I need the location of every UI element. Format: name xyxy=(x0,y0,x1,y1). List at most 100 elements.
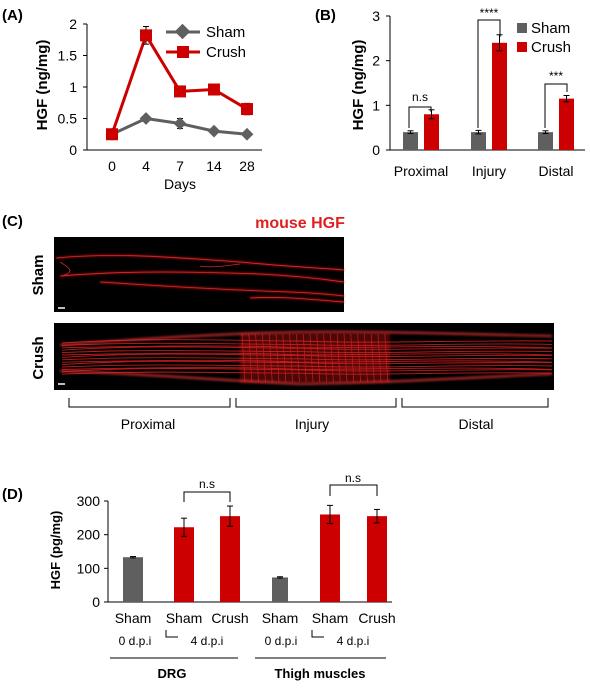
panel-c: (C) mouse HGF Sham Crush xyxy=(2,213,554,432)
d-bar xyxy=(320,514,340,602)
d-xtick-label: Crush xyxy=(211,610,248,626)
b-ytick-label: 1 xyxy=(372,97,380,113)
a-point-sham xyxy=(207,124,221,138)
micrograph-sham xyxy=(54,237,345,312)
sig-thigh: n.s xyxy=(345,471,361,485)
panel-a-ylabel: HGF (ng/mg) xyxy=(34,40,51,131)
crush-injury-streak xyxy=(343,333,348,383)
region-label-injury: Injury xyxy=(295,416,329,432)
bracket-region-distal xyxy=(401,398,549,408)
sig-distal: *** xyxy=(549,69,563,83)
sig-proximal: n.s xyxy=(412,90,428,104)
crush-fiber xyxy=(61,371,553,375)
crush-fiber xyxy=(61,368,553,373)
d-xtick-label: Sham xyxy=(262,610,299,626)
crush-injury-streak xyxy=(309,333,314,383)
legend-b-crush-label: Crush xyxy=(531,39,571,56)
panel-b-legend: Sham Crush xyxy=(517,20,571,56)
b-xtick-label: Injury xyxy=(472,163,506,179)
a-point-sham xyxy=(139,112,153,125)
d-ytick-label: 100 xyxy=(77,560,101,576)
sig-drg: n.s xyxy=(199,477,215,491)
a-xtick-label: 7 xyxy=(176,158,184,174)
d-bar xyxy=(272,577,288,602)
b-ytick-label: 0 xyxy=(372,142,380,158)
sublabel-drg-4dpi: 4 d.p.i xyxy=(191,634,224,648)
panel-a-xlabel: Days xyxy=(164,176,196,192)
a-point-crush xyxy=(174,85,186,98)
panel-b-significance: n.s **** *** xyxy=(408,6,568,128)
crush-injury-streak xyxy=(336,333,341,383)
legend-b-crush-swatch xyxy=(517,42,527,52)
crush-fiber xyxy=(61,350,553,354)
d-bar xyxy=(220,516,240,602)
panel-a-legend: Sham Crush xyxy=(166,23,246,61)
bracket-region-proximal xyxy=(68,398,231,408)
legend-b-sham-swatch xyxy=(517,23,527,33)
crush-injury-streak xyxy=(370,333,375,383)
a-point-crush xyxy=(241,103,253,116)
group-label-drg: DRG xyxy=(158,666,187,681)
region-label-proximal: Proximal xyxy=(121,416,175,432)
d-xtick-label: Crush xyxy=(358,610,395,626)
sig-injury: **** xyxy=(480,6,499,20)
crush-fiber xyxy=(61,357,553,361)
d-xtick-label: Sham xyxy=(166,610,203,626)
panel-d: (D) HGF (pg/mg) 0 100 200 300 Sham Sham Crush… xyxy=(2,471,396,681)
sublabel-thigh-4dpi: 4 d.p.i xyxy=(337,634,370,648)
panel-a-label: (A) xyxy=(2,7,23,24)
crush-injury-streak xyxy=(275,333,280,383)
a-xtick-label: 14 xyxy=(206,158,222,174)
b-bar-injury-crush xyxy=(492,42,507,150)
d-ytick-label: 200 xyxy=(77,527,101,543)
panel-a: (A) HGF (ng/mg) 0 0.5 1 1.5 2 0 4 7 14 28 Days S… xyxy=(2,7,262,192)
legend-sham-marker xyxy=(174,23,191,40)
crush-injury-streak xyxy=(323,333,327,383)
b-bar-distal-crush xyxy=(559,98,574,150)
d-xtick-label: Sham xyxy=(312,610,349,626)
sublabel-bracket-drg xyxy=(165,630,178,638)
micrograph-crush xyxy=(54,323,554,390)
crush-injury-streak xyxy=(248,333,253,383)
crush-fiber xyxy=(61,353,553,358)
crush-fiber xyxy=(61,360,553,366)
panel-d-significance: n.s n.s xyxy=(183,471,378,502)
d-bar xyxy=(174,527,194,602)
d-bar xyxy=(367,516,387,602)
d-bar xyxy=(123,557,143,602)
crush-injury-streak xyxy=(357,333,361,383)
crush-injury-streak xyxy=(330,333,334,383)
crush-injury-streak xyxy=(282,333,287,383)
row-label-sham: Sham xyxy=(30,255,47,296)
row-label-crush: Crush xyxy=(30,336,47,379)
a-point-sham xyxy=(173,117,187,130)
crush-injury-streak xyxy=(296,333,300,383)
crush-fiber xyxy=(61,364,553,368)
crush-injury-streak xyxy=(255,333,259,383)
panel-d-label: (D) xyxy=(2,486,23,503)
b-bar-proximal-sham xyxy=(403,132,418,150)
a-xtick-label: 0 xyxy=(108,158,116,174)
crush-fiber xyxy=(61,346,553,351)
a-xtick-label: 28 xyxy=(239,158,255,174)
crush-injury-streak xyxy=(268,333,273,383)
crush-injury-streak xyxy=(289,333,293,383)
a-ytick-label: 1 xyxy=(69,79,77,95)
a-xtick-label: 4 xyxy=(142,158,150,174)
sublabel-drg-0dpi: 0 d.p.i xyxy=(119,634,152,648)
a-point-crush xyxy=(140,29,152,42)
panel-c-title: mouse HGF xyxy=(255,215,345,232)
panel-b-ylabel: HGF (ng/mg) xyxy=(350,40,367,131)
panel-b-label: (B) xyxy=(315,7,336,24)
crush-fiber xyxy=(61,339,553,344)
panel-d-ylabel: HGF (pg/mg) xyxy=(48,511,63,590)
b-xtick-label: Proximal xyxy=(394,163,448,179)
a-point-crush xyxy=(208,83,220,96)
b-ytick-label: 3 xyxy=(372,8,380,24)
crush-injury-streak xyxy=(377,333,382,383)
panel-b: (B) HGF (ng/mg) 0 1 2 3 Proximal Injury Dista… xyxy=(315,6,585,179)
d-ytick-label: 300 xyxy=(77,493,101,509)
b-bar-proximal-crush xyxy=(424,114,439,150)
bracket-region-injury xyxy=(235,398,397,408)
